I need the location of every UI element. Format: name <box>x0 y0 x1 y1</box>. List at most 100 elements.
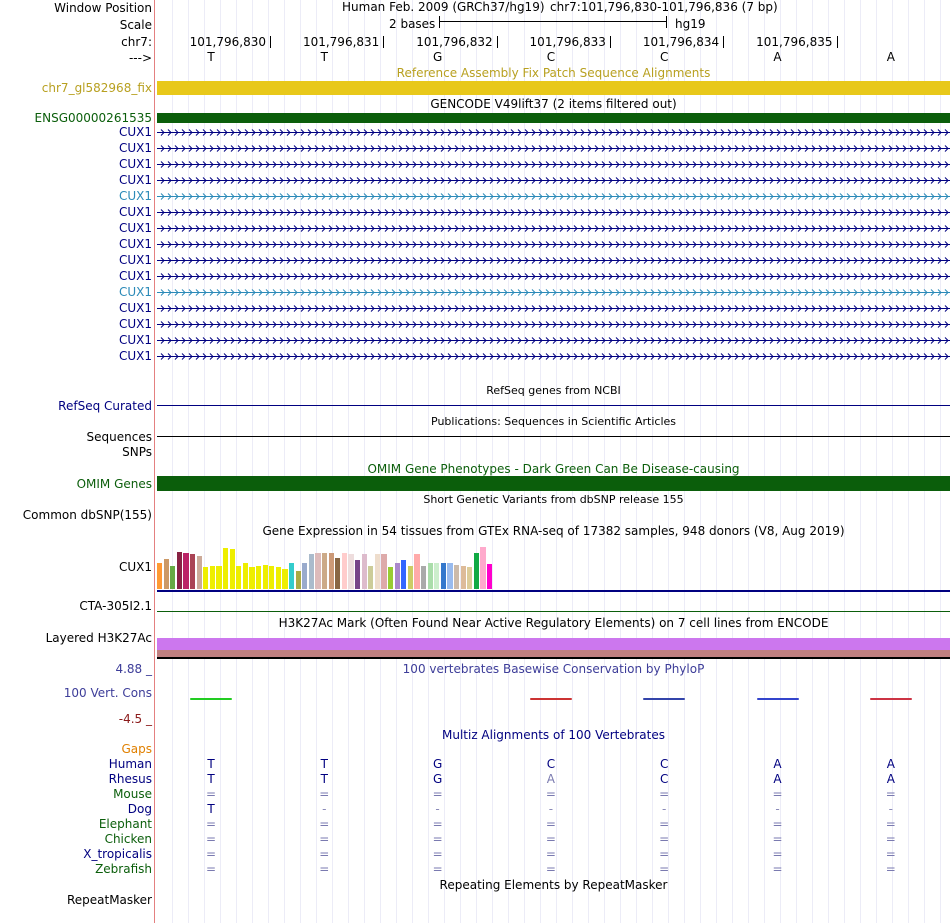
gencode-transcript-line[interactable] <box>157 320 950 329</box>
gtex-tissue-bar[interactable] <box>381 554 387 589</box>
gtex-tissue-bar[interactable] <box>176 552 182 589</box>
position-text[interactable]: chr7:101,796,830-101,796,836 (7 bp) <box>550 0 778 14</box>
gtex-tissue-bar[interactable] <box>427 563 433 589</box>
multiz-species-label[interactable]: Zebrafish <box>95 862 152 876</box>
gencode-transcript-label[interactable]: CUX1 <box>118 237 152 251</box>
h3k27ac-layer-bottom[interactable] <box>157 650 950 657</box>
gtex-label-cux1[interactable]: CUX1 <box>118 560 152 574</box>
h3k27ac-label[interactable]: Layered H3K27Ac <box>45 631 152 645</box>
gtex-tissue-bar[interactable] <box>355 560 361 589</box>
refseq-line[interactable] <box>157 405 950 406</box>
gtex-tissue-bar[interactable] <box>269 566 275 589</box>
fix-patch-label[interactable]: chr7_gl582968_fix <box>41 81 152 95</box>
gencode-transcript-label[interactable]: CUX1 <box>118 189 152 203</box>
gtex-tissue-bar[interactable] <box>322 553 328 589</box>
publications-line[interactable] <box>157 436 950 437</box>
gtex-tissue-bar[interactable] <box>460 566 466 589</box>
publications-label-sequences[interactable]: Sequences <box>86 430 152 444</box>
gtex-tissue-bar[interactable] <box>183 553 189 589</box>
h3k27ac-layer-top[interactable] <box>157 638 950 650</box>
gtex-tissue-bar[interactable] <box>229 549 235 589</box>
gtex-tissue-bar[interactable] <box>289 563 295 589</box>
gtex-tissue-bar[interactable] <box>440 563 446 589</box>
gtex-tissue-bar[interactable] <box>196 556 202 589</box>
gencode-transcript-line[interactable] <box>157 272 950 281</box>
gencode-transcript-line[interactable] <box>157 192 950 201</box>
phylop-score-mark[interactable] <box>869 698 912 700</box>
gtex-label-cta[interactable]: CTA-305I2.1 <box>79 599 152 613</box>
gencode-transcript-line[interactable] <box>157 160 950 169</box>
fix-patch-bar[interactable] <box>157 81 950 95</box>
gtex-tissue-bar[interactable] <box>361 554 367 589</box>
gtex-tissue-bar[interactable] <box>447 563 453 589</box>
gencode-transcript-line[interactable] <box>157 128 950 137</box>
gtex-tissue-bar[interactable] <box>242 563 248 589</box>
gtex-tissue-bar[interactable] <box>407 566 413 589</box>
omim-bar[interactable] <box>157 476 950 491</box>
multiz-gaps-label[interactable]: Gaps <box>121 742 152 756</box>
gencode-first-bar[interactable] <box>157 113 950 123</box>
gencode-transcript-label[interactable]: CUX1 <box>118 253 152 267</box>
gtex-tissue-bar[interactable] <box>394 563 400 589</box>
gtex-tissue-bar[interactable] <box>467 567 473 589</box>
gtex-tissue-bar[interactable] <box>157 563 163 589</box>
gtex-tissue-bar[interactable] <box>480 547 486 589</box>
gtex-tissue-bar[interactable] <box>348 554 354 589</box>
gtex-tissue-bar[interactable] <box>295 571 301 589</box>
gtex-tissue-bar[interactable] <box>473 553 479 589</box>
gencode-transcript-line[interactable] <box>157 144 950 153</box>
omim-label[interactable]: OMIM Genes <box>76 477 152 491</box>
gencode-transcript-line[interactable] <box>157 352 950 361</box>
phylop-score-mark[interactable] <box>756 698 799 700</box>
gencode-transcript-line[interactable] <box>157 224 950 233</box>
publications-label-snps[interactable]: SNPs <box>122 445 152 459</box>
gencode-transcript-label[interactable]: CUX1 <box>118 141 152 155</box>
phylop-score-mark[interactable] <box>529 698 572 700</box>
gtex-tissue-bar[interactable] <box>190 554 196 589</box>
repeatmasker-label[interactable]: RepeatMasker <box>66 893 152 907</box>
gtex-tissue-bar[interactable] <box>209 566 215 589</box>
refseq-label[interactable]: RefSeq Curated <box>58 399 152 413</box>
gencode-transcript-line[interactable] <box>157 304 950 313</box>
gencode-transcript-line[interactable] <box>157 208 950 217</box>
gtex-tissue-bar[interactable] <box>302 563 308 589</box>
gencode-transcript-label[interactable]: CUX1 <box>118 269 152 283</box>
gencode-transcript-line[interactable] <box>157 240 950 249</box>
gtex-tissue-bar[interactable] <box>454 565 460 589</box>
gtex-tissue-bar[interactable] <box>434 563 440 589</box>
gtex-tissue-bar[interactable] <box>256 566 262 589</box>
gtex-tissue-bar[interactable] <box>308 554 314 589</box>
gtex-tissue-bar[interactable] <box>401 560 407 589</box>
gencode-transcript-label[interactable]: CUX1 <box>118 157 152 171</box>
gencode-transcript-label[interactable]: CUX1 <box>118 349 152 363</box>
gtex-tissue-bar[interactable] <box>421 566 427 589</box>
gtex-tissue-bar[interactable] <box>341 553 347 589</box>
gencode-transcript-line[interactable] <box>157 336 950 345</box>
multiz-species-label[interactable]: Elephant <box>98 817 152 831</box>
gtex-tissue-bar[interactable] <box>249 567 255 589</box>
gtex-tissue-bar[interactable] <box>414 554 420 589</box>
gencode-transcript-label[interactable]: CUX1 <box>118 221 152 235</box>
gtex-tissue-bar[interactable] <box>203 567 209 589</box>
gtex-tissue-bar[interactable] <box>163 559 169 589</box>
gencode-transcript-label[interactable]: CUX1 <box>118 173 152 187</box>
gencode-transcript-label[interactable]: CUX1 <box>118 285 152 299</box>
multiz-species-label[interactable]: Chicken <box>104 832 152 846</box>
gtex-tissue-bar[interactable] <box>368 566 374 589</box>
gencode-transcript-label[interactable]: CUX1 <box>118 333 152 347</box>
gtex-tissue-bar[interactable] <box>388 567 394 589</box>
multiz-species-label[interactable]: Mouse <box>113 787 152 801</box>
multiz-species-label[interactable]: Human <box>108 757 152 771</box>
gtex-tissue-bar[interactable] <box>223 548 229 589</box>
gencode-transcript-label[interactable]: CUX1 <box>118 317 152 331</box>
gtex-tissue-bar[interactable] <box>328 553 334 589</box>
gtex-tissue-bar[interactable] <box>374 554 380 589</box>
gtex-tissue-bar[interactable] <box>335 558 341 589</box>
gtex-tissue-bar[interactable] <box>236 566 242 589</box>
gencode-transcript-line[interactable] <box>157 288 950 297</box>
multiz-species-label[interactable]: Dog <box>127 802 152 816</box>
gtex-tissue-bar[interactable] <box>282 569 288 589</box>
gencode-transcript-line[interactable] <box>157 256 950 265</box>
dbsnp-label[interactable]: Common dbSNP(155) <box>22 508 152 522</box>
